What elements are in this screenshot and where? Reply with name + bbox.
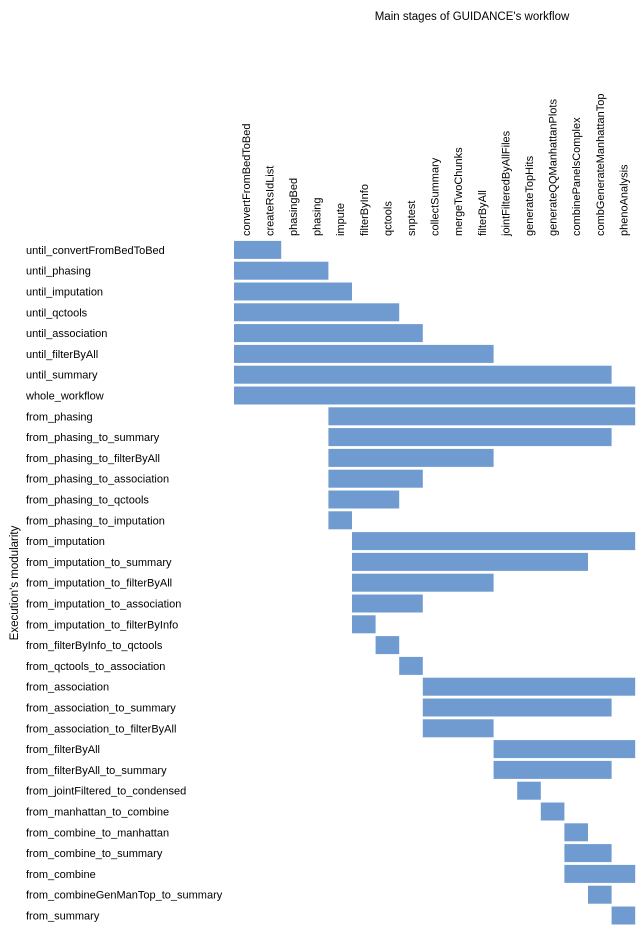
bar-from_filterByInfo_to_qctools	[375, 636, 400, 655]
bar-from_phasing_to_summary	[328, 428, 612, 447]
row-label-until_convertFromBedToBed: until_convertFromBedToBed	[26, 245, 165, 257]
row-label-from_association_to_filterByAll: from_association_to_filterByAll	[26, 723, 176, 735]
row-label-until_summary: until_summary	[26, 370, 98, 382]
row-label-from_combine_to_summary: from_combine_to_summary	[26, 848, 163, 860]
row-label-from_manhattan_to_combine: from_manhattan_to_combine	[26, 807, 169, 819]
bar-from_association_to_filterByAll	[422, 719, 494, 738]
row-label-from_summary: from_summary	[26, 911, 100, 923]
row-label-until_filterByAll: until_filterByAll	[26, 349, 98, 361]
bar-from_association_to_summary	[422, 698, 612, 717]
row-label-until_association: until_association	[26, 328, 107, 340]
bar-from_association	[422, 677, 636, 696]
row-label-from_phasing_to_association: from_phasing_to_association	[26, 474, 169, 486]
stage-label-snptest: snptest	[406, 201, 418, 236]
row-label-from_filterByAll_to_summary: from_filterByAll_to_summary	[26, 765, 167, 777]
chart-title: Main stages of GUIDANCE's workflow	[375, 11, 570, 23]
stage-label-generateQQManhattanPlots: generateQQManhattanPlots	[548, 99, 560, 236]
stage-label-phasing: phasing	[312, 197, 324, 236]
bar-from_jointFiltered_to_condensed	[517, 781, 541, 800]
row-label-until_phasing: until_phasing	[26, 266, 91, 278]
row-label-from_combine: from_combine	[26, 869, 96, 881]
row-label-until_qctools: until_qctools	[26, 307, 88, 319]
row-label-from_association_to_summary: from_association_to_summary	[26, 703, 176, 715]
bar-whole_workflow	[234, 386, 636, 405]
bar-from_filterByAll_to_summary	[493, 760, 612, 779]
bar-until_summary	[234, 365, 612, 384]
row-label-from_phasing_to_qctools: from_phasing_to_qctools	[26, 495, 149, 507]
stage-label-qctools: qctools	[382, 201, 394, 236]
bar-from_phasing_to_imputation	[328, 511, 352, 530]
bars	[234, 240, 636, 925]
row-label-from_filterByInfo_to_qctools: from_filterByInfo_to_qctools	[26, 640, 163, 652]
bar-from_imputation_to_summary	[352, 552, 588, 571]
bar-until_phasing	[234, 261, 329, 280]
row-label-whole_workflow: whole_workflow	[25, 391, 104, 403]
stage-label-collectSummary: collectSummary	[430, 157, 442, 236]
bar-from_summary	[611, 906, 636, 925]
row-label-from_imputation_to_filterByInfo: from_imputation_to_filterByInfo	[26, 619, 178, 631]
row-label-from_imputation_to_filterByAll: from_imputation_to_filterByAll	[26, 578, 172, 590]
bar-until_qctools	[234, 303, 400, 322]
bar-from_imputation_to_association	[352, 594, 423, 613]
stage-label-phenoAnalysis: phenoAnalysis	[618, 164, 630, 236]
row-label-from_qctools_to_association: from_qctools_to_association	[26, 661, 165, 673]
bar-until_association	[234, 324, 423, 343]
row-label-from_filterByAll: from_filterByAll	[26, 744, 100, 756]
bar-from_imputation_to_filterByInfo	[352, 615, 376, 634]
bar-from_combine	[564, 864, 636, 883]
row-label-from_imputation_to_association: from_imputation_to_association	[26, 599, 181, 611]
bar-from_imputation	[352, 532, 636, 551]
stage-label-createRsIdList: createRsIdList	[264, 166, 276, 236]
stage-label-phasingBed: phasingBed	[288, 178, 300, 236]
bar-from_filterByAll	[493, 740, 636, 759]
bar-from_phasing	[328, 407, 636, 426]
y-axis-label: Execution's modularity	[9, 525, 21, 640]
row-label-from_phasing_to_imputation: from_phasing_to_imputation	[26, 515, 165, 527]
bar-from_phasing_to_filterByAll	[328, 448, 494, 467]
stage-label-combinePanelsComplex: combinePanelsComplex	[571, 117, 583, 236]
stage-labels: convertFromBedToBed createRsIdList phasing…	[241, 94, 631, 237]
bar-until_filterByAll	[234, 344, 494, 363]
stage-label-generateTopHits: generateTopHits	[524, 155, 536, 236]
row-label-until_imputation: until_imputation	[26, 287, 103, 299]
row-label-from_imputation: from_imputation	[26, 536, 105, 548]
stage-label-filterByAll: filterByAll	[477, 190, 489, 236]
stage-label-convertFromBedToBed: convertFromBedToBed	[241, 124, 253, 237]
bar-from_phasing_to_association	[328, 469, 423, 488]
row-label-from_phasing: from_phasing	[26, 411, 93, 423]
stage-label-mergeTwoChunks: mergeTwoChunks	[453, 147, 465, 236]
bar-from_combine_to_summary	[564, 844, 612, 863]
row-label-from_combine_to_manhattan: from_combine_to_manhattan	[26, 827, 169, 839]
row-label-from_phasing_to_summary: from_phasing_to_summary	[26, 432, 160, 444]
row-label-from_combineGenManTop_to_summary: from_combineGenManTop_to_summary	[26, 890, 223, 902]
bar-from_phasing_to_qctools	[328, 490, 400, 509]
row-labels: until_convertFromBedToBed until_phasingun…	[25, 245, 223, 923]
row-label-from_association: from_association	[26, 682, 109, 694]
bar-from_combine_to_manhattan	[564, 823, 588, 842]
bar-from_imputation_to_filterByAll	[352, 573, 494, 592]
bar-from_manhattan_to_combine	[540, 802, 565, 821]
row-label-from_imputation_to_summary: from_imputation_to_summary	[26, 557, 172, 569]
bar-from_combineGenManTop_to_summary	[588, 885, 612, 904]
row-label-from_phasing_to_filterByAll: from_phasing_to_filterByAll	[26, 453, 160, 465]
stage-label-combGenerateManhattanTop: combGenerateManhattanTop	[595, 94, 607, 236]
stage-label-jointFilteredByAllFiles: jointFilteredByAllFiles	[500, 130, 512, 237]
bar-until_imputation	[234, 282, 352, 301]
stage-label-impute: impute	[335, 203, 347, 236]
row-label-from_jointFiltered_to_condensed: from_jointFiltered_to_condensed	[26, 786, 186, 798]
bar-from_qctools_to_association	[399, 656, 423, 675]
bar-until_convertFromBedToBed	[234, 240, 282, 259]
stage-label-filterByInfo: filterByInfo	[359, 184, 371, 236]
